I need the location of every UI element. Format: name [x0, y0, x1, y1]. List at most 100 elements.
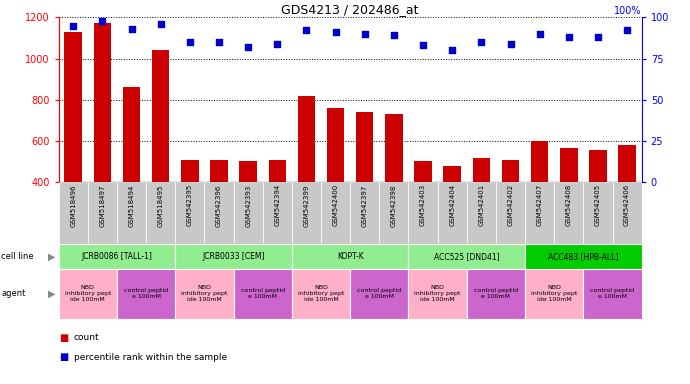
Bar [292, 244, 408, 269]
Bar [292, 269, 351, 319]
Bar [525, 269, 584, 319]
Point [505, 41, 516, 47]
Bar [613, 182, 642, 244]
Point [272, 41, 283, 47]
Text: control peptid
e 100mM: control peptid e 100mM [357, 288, 402, 299]
Bar [554, 182, 584, 244]
Title: GDS4213 / 202486_at: GDS4213 / 202486_at [282, 3, 419, 16]
Text: agent: agent [1, 289, 26, 298]
Bar [94, 23, 111, 182]
Bar [502, 160, 520, 182]
Bar [385, 114, 403, 182]
Bar [408, 269, 466, 319]
Bar [292, 182, 321, 244]
Text: control peptid
e 100mM: control peptid e 100mM [474, 288, 518, 299]
Point [184, 39, 195, 45]
Bar [414, 161, 432, 182]
Bar [268, 160, 286, 182]
Text: GSM542407: GSM542407 [537, 184, 542, 227]
Bar [233, 269, 292, 319]
Text: control peptid
e 100mM: control peptid e 100mM [241, 288, 285, 299]
Point [68, 23, 79, 29]
Text: GSM542402: GSM542402 [508, 184, 513, 227]
Text: GSM518495: GSM518495 [158, 184, 164, 227]
Bar [88, 182, 117, 244]
Text: GSM542401: GSM542401 [478, 184, 484, 227]
Point [446, 47, 457, 53]
Bar [64, 32, 82, 182]
Bar [466, 269, 525, 319]
Point [97, 18, 108, 24]
Text: NBD
inhibitory pept
ide 100mM: NBD inhibitory pept ide 100mM [298, 285, 344, 302]
Point [534, 31, 545, 37]
Bar [175, 182, 204, 244]
Text: GSM518494: GSM518494 [128, 184, 135, 227]
Point [476, 39, 487, 45]
Bar [327, 108, 344, 182]
Point [563, 34, 574, 40]
Point [213, 39, 224, 45]
Text: GSM542406: GSM542406 [624, 184, 630, 227]
Bar [181, 160, 199, 182]
Text: ■: ■ [59, 333, 68, 343]
Point [388, 32, 400, 38]
Bar [59, 244, 175, 269]
Bar [496, 182, 525, 244]
Point [417, 42, 428, 48]
Text: GSM542400: GSM542400 [333, 184, 339, 227]
Bar [297, 96, 315, 182]
Bar [175, 269, 233, 319]
Text: GSM542394: GSM542394 [275, 184, 280, 227]
Bar [356, 112, 373, 182]
Point [330, 29, 341, 35]
Text: ▶: ▶ [48, 289, 56, 299]
Bar [351, 182, 380, 244]
Bar [437, 182, 467, 244]
Point [593, 34, 604, 40]
Bar [117, 269, 175, 319]
Text: GSM542397: GSM542397 [362, 184, 368, 227]
Text: control peptid
e 100mM: control peptid e 100mM [124, 288, 168, 299]
Bar [466, 182, 496, 244]
Text: NBD
inhibitory pept
ide 100mM: NBD inhibitory pept ide 100mM [65, 285, 111, 302]
Bar [584, 182, 613, 244]
Point [622, 27, 633, 33]
Bar [233, 182, 263, 244]
Bar [210, 160, 228, 182]
Bar [263, 182, 292, 244]
Text: GSM542396: GSM542396 [216, 184, 222, 227]
Bar [525, 244, 642, 269]
Text: control peptid
e 100mM: control peptid e 100mM [591, 288, 635, 299]
Text: NBD
inhibitory pept
ide 100mM: NBD inhibitory pept ide 100mM [415, 285, 461, 302]
Text: 100%: 100% [614, 6, 642, 16]
Bar [408, 244, 525, 269]
Text: ■: ■ [59, 352, 68, 362]
Point [126, 26, 137, 32]
Text: NBD
inhibitory pept
ide 100mM: NBD inhibitory pept ide 100mM [531, 285, 578, 302]
Text: JCRB0086 [TALL-1]: JCRB0086 [TALL-1] [81, 252, 152, 261]
Text: GSM542405: GSM542405 [595, 184, 601, 227]
Bar [59, 182, 88, 244]
Text: cell line: cell line [1, 252, 34, 261]
Text: GSM542399: GSM542399 [304, 184, 309, 227]
Bar [351, 269, 408, 319]
Bar [152, 50, 170, 182]
Point [301, 27, 312, 33]
Text: ACC483 [HPB-ALL]: ACC483 [HPB-ALL] [549, 252, 618, 261]
Bar [584, 269, 642, 319]
Bar [204, 182, 233, 244]
Bar [408, 182, 437, 244]
Text: percentile rank within the sample: percentile rank within the sample [74, 353, 227, 362]
Bar [117, 182, 146, 244]
Text: GSM542395: GSM542395 [187, 184, 193, 227]
Text: NBD
inhibitory pept
ide 100mM: NBD inhibitory pept ide 100mM [181, 285, 228, 302]
Bar [618, 145, 636, 182]
Text: GSM518497: GSM518497 [99, 184, 106, 227]
Text: GSM542403: GSM542403 [420, 184, 426, 227]
Text: GSM542404: GSM542404 [449, 184, 455, 227]
Text: GSM518496: GSM518496 [70, 184, 76, 227]
Bar [321, 182, 351, 244]
Bar [589, 151, 607, 182]
Text: GSM542393: GSM542393 [245, 184, 251, 227]
Bar [59, 269, 117, 319]
